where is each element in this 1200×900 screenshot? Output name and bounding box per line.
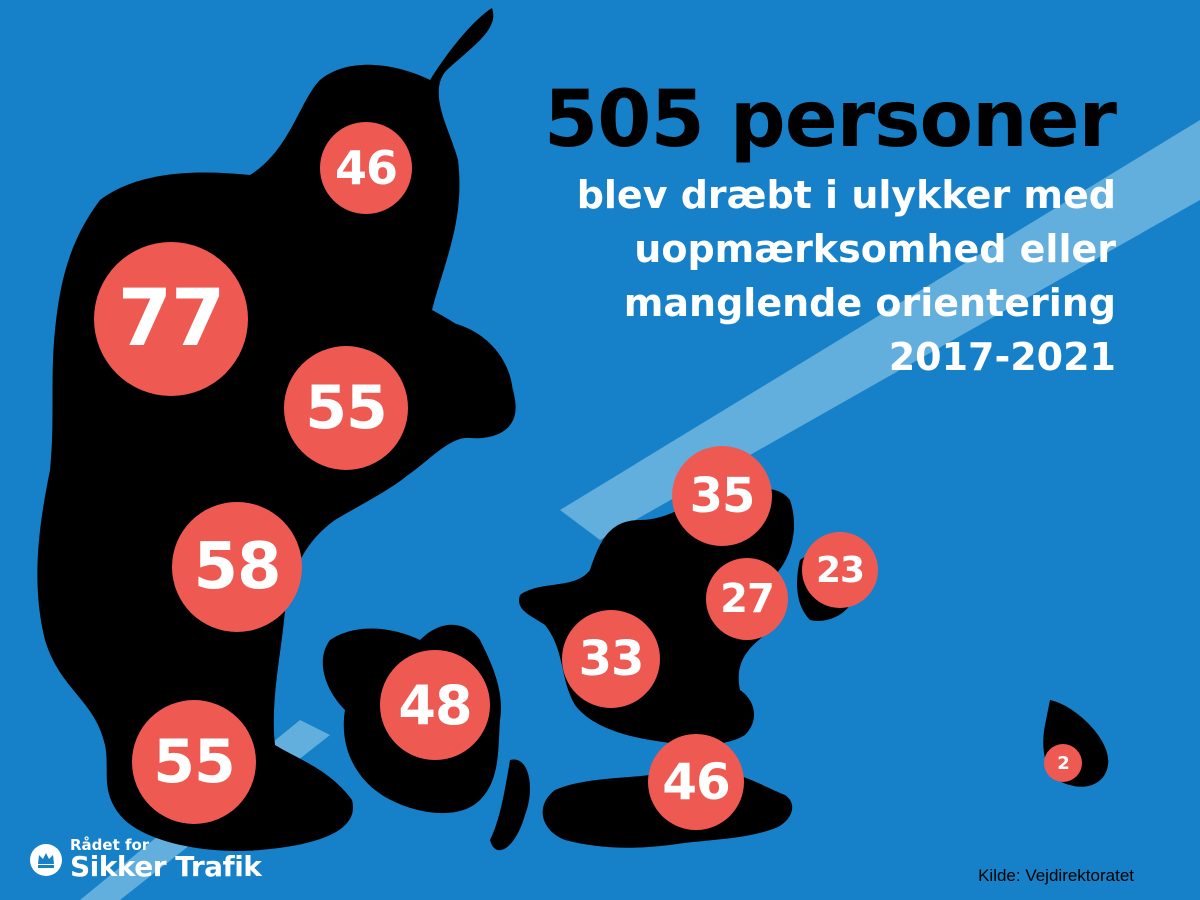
headline-line-2: uopmærksomhed eller xyxy=(634,227,1116,271)
region-bubble-amager: 23 xyxy=(802,532,878,608)
headline-years: 2017-2021 xyxy=(888,335,1116,379)
logo-line-2: Sikker Trafik xyxy=(70,850,262,883)
logo-line-1: Rådet for xyxy=(70,836,150,854)
region-bubble-kobenhavn: 27 xyxy=(706,558,788,640)
region-bubble-vestsjaelland: 33 xyxy=(562,610,660,708)
region-bubble-nordsjaelland: 35 xyxy=(672,446,772,546)
headline: 505 personer blev dræbt i ulykker med uo… xyxy=(543,72,1117,384)
source-credit: Kilde: Vejdirektoratet xyxy=(978,866,1134,885)
jutland-shape xyxy=(37,8,516,851)
logo: Rådet for Sikker Trafik xyxy=(30,836,262,883)
region-bubble-sonderjylland: 55 xyxy=(132,700,256,824)
langeland-shape xyxy=(490,759,530,851)
region-bubble-fyn: 48 xyxy=(380,650,490,760)
headline-title: 505 personer xyxy=(543,75,1117,165)
region-bubble-nordjylland: 46 xyxy=(320,122,412,214)
djursland-shape xyxy=(430,320,514,436)
headline-line-3: manglende orientering xyxy=(623,281,1116,325)
region-bubble-midtjylland: 58 xyxy=(172,502,302,632)
region-bubble-ostjylland: 55 xyxy=(284,346,408,470)
region-bubble-vestjylland: 77 xyxy=(94,242,248,396)
headline-line-1: blev dræbt i ulykker med xyxy=(576,173,1116,217)
region-bubble-lolland-falster: 46 xyxy=(648,734,744,830)
region-bubble-bornholm: 2 xyxy=(1044,744,1082,782)
crown-icon xyxy=(30,843,62,876)
